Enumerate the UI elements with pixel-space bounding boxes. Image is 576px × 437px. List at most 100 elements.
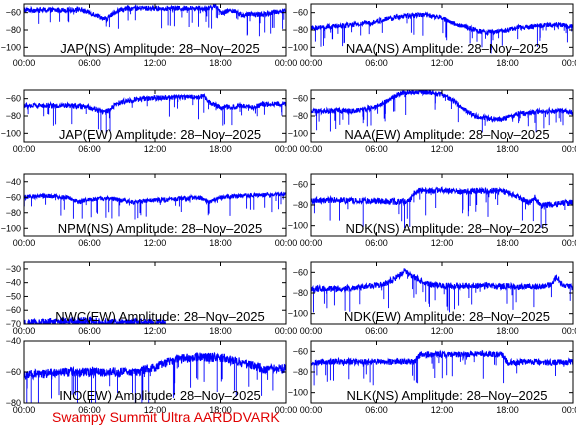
y-tick-label: −80: [293, 25, 308, 35]
x-tick-label: 00:00: [275, 326, 298, 336]
x-tick-label: 18:00: [496, 326, 519, 336]
amplitude-spikes: [38, 7, 285, 37]
x-tick-label: 00:00: [275, 144, 298, 154]
station-footer: Swampy Summit Ultra AARDDVARK: [52, 409, 280, 425]
x-tick-label: 00:00: [562, 144, 576, 154]
y-tick-label: −40: [6, 336, 21, 346]
y-tick-label: −100: [1, 42, 21, 52]
x-tick-label: 00:00: [13, 326, 36, 336]
x-tick-label: 06:00: [365, 58, 388, 68]
y-tick-label: −40: [6, 278, 21, 288]
x-tick-label: 06:00: [365, 405, 388, 415]
amplitude-spikes: [313, 353, 565, 386]
y-tick-label: −100: [288, 42, 308, 52]
panel-title: NAA(EW) Amplitude: 28–Nov–2025: [344, 127, 549, 142]
panel-9: 00:00 06:00 12:00 18:00 00:00 −60 −80 −100 NLK(N…: [288, 340, 576, 415]
amplitude-trace: [311, 268, 573, 294]
x-tick-label: 00:00: [13, 405, 36, 415]
y-tick-label: −100: [288, 388, 308, 398]
panel-6: 00:00 06:00 12:00 18:00 00:00 −30 −40 −50 −60 −70…: [6, 261, 298, 336]
x-tick-label: 12:00: [431, 238, 454, 248]
amplitude-spikes: [313, 273, 571, 313]
amplitude-trace: [311, 186, 573, 210]
y-tick-label: −100: [1, 223, 21, 233]
x-tick-label: 18:00: [496, 405, 519, 415]
y-tick-label: −100: [288, 221, 308, 231]
x-tick-label: 18:00: [496, 144, 519, 154]
x-tick-label: 12:00: [431, 405, 454, 415]
x-tick-label: 06:00: [78, 58, 101, 68]
y-tick-label: −100: [288, 309, 308, 319]
amplitude-trace: [311, 11, 573, 37]
x-tick-label: 12:00: [431, 58, 454, 68]
y-tick-label: −80: [293, 288, 308, 298]
panel-3: 00:00 06:00 12:00 18:00 00:00 −60 −80 −100 NAA(E…: [288, 89, 576, 154]
x-tick-label: 12:00: [144, 144, 167, 154]
y-tick-label: −60: [6, 367, 21, 377]
amplitude-spikes: [313, 190, 573, 229]
panel-5: 00:00 06:00 12:00 18:00 00:00 −60 −80 −100 NDK(N…: [288, 173, 576, 248]
x-tick-label: 18:00: [496, 58, 519, 68]
x-tick-label: 00:00: [13, 144, 36, 154]
x-tick-label: 00:00: [300, 326, 323, 336]
y-tick-label: −70: [6, 319, 21, 329]
x-tick-label: 12:00: [144, 405, 167, 415]
x-tick-label: 18:00: [209, 326, 232, 336]
amplitude-spikes: [26, 356, 274, 403]
panel-title: NPM(NS) Amplitude: 28–Nov–2025: [58, 221, 263, 236]
x-tick-label: 18:00: [209, 58, 232, 68]
x-tick-label: 18:00: [209, 238, 232, 248]
x-tick-label: 06:00: [78, 405, 101, 415]
y-tick-label: −60: [6, 8, 21, 18]
panel-title: NWC(EW) Amplitude: 28–Nov–2025: [55, 309, 265, 324]
x-tick-label: 12:00: [144, 58, 167, 68]
panel-title: NDK(EW) Amplitude: 28–Nov–2025: [344, 309, 550, 324]
x-tick-label: 00:00: [562, 58, 576, 68]
y-tick-label: −100: [288, 128, 308, 138]
panel-title: JAP(NS) Amplitude: 28–Nov–2025: [60, 41, 259, 56]
amplitude-spikes: [27, 96, 283, 133]
x-tick-label: 06:00: [78, 144, 101, 154]
y-tick-label: −60: [6, 192, 21, 202]
y-tick-label: −80: [6, 25, 21, 35]
y-tick-label: −30: [6, 264, 21, 274]
y-tick-label: −60: [6, 305, 21, 315]
y-tick-label: −50: [6, 291, 21, 301]
amplitude-trace: [311, 90, 573, 123]
x-tick-label: 18:00: [496, 238, 519, 248]
y-tick-label: −60: [6, 94, 21, 104]
panel-title: INO(EW) Amplitude: 28–Nov–2025: [59, 388, 261, 403]
y-tick-label: −60: [293, 179, 308, 189]
panel-title: NDK(NS) Amplitude: 28–Nov–2025: [345, 221, 548, 236]
x-tick-label: 06:00: [365, 238, 388, 248]
x-tick-label: 06:00: [78, 238, 101, 248]
panel-title: NLK(NS) Amplitude: 28–Nov–2025: [347, 388, 548, 403]
y-tick-label: −80: [293, 200, 308, 210]
x-tick-label: 18:00: [209, 405, 232, 415]
amplitude-spikes: [314, 14, 573, 54]
y-tick-label: −60: [293, 8, 308, 18]
x-tick-label: 06:00: [78, 326, 101, 336]
x-tick-label: 00:00: [275, 58, 298, 68]
x-tick-label: 12:00: [144, 326, 167, 336]
y-tick-label: −100: [1, 128, 21, 138]
x-tick-label: 00:00: [562, 405, 576, 415]
x-tick-label: 00:00: [562, 238, 576, 248]
amplitude-trace: [24, 191, 286, 206]
x-tick-label: 00:00: [562, 326, 576, 336]
y-tick-label: −40: [6, 177, 21, 187]
x-tick-label: 12:00: [144, 238, 167, 248]
panel-4: 00:00 06:00 12:00 18:00 00:00 −40 −60 −80 −100 NP…: [1, 173, 297, 248]
amplitude-trace: [24, 351, 286, 381]
panel-title: JAP(EW) Amplitude: 28–Nov–2025: [59, 127, 261, 142]
x-tick-label: 12:00: [431, 144, 454, 154]
x-tick-label: 00:00: [300, 144, 323, 154]
y-tick-label: −60: [293, 346, 308, 356]
y-tick-label: −80: [293, 367, 308, 377]
x-tick-label: 06:00: [365, 326, 388, 336]
x-tick-label: 00:00: [300, 238, 323, 248]
amplitude-trace: [24, 92, 286, 115]
x-tick-label: 00:00: [13, 58, 36, 68]
